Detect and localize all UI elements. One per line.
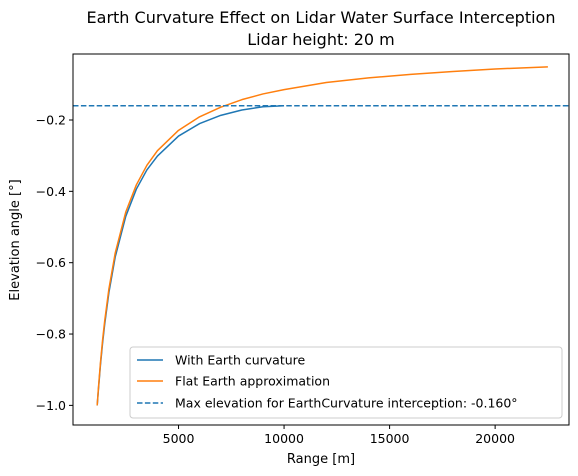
- chart-subtitle: Lidar height: 20 m: [247, 30, 395, 49]
- y-axis-label: Elevation angle [°]: [8, 179, 23, 300]
- y-tick-label: −0.2: [36, 112, 66, 127]
- x-tick-label: 20000: [475, 431, 515, 446]
- legend-box: [129, 346, 563, 419]
- y-tick-label: −0.4: [36, 184, 66, 199]
- x-tick-label: 10000: [264, 431, 304, 446]
- y-tick-label: −0.6: [36, 255, 66, 270]
- x-axis-label: Range [m]: [287, 452, 355, 467]
- legend: With Earth curvature Flat Earth approxim…: [129, 346, 563, 419]
- legend-label-curvature: With Earth curvature: [175, 353, 306, 368]
- chart-title: Earth Curvature Effect on Lidar Water Su…: [87, 8, 556, 27]
- legend-label-flat: Flat Earth approximation: [175, 374, 330, 389]
- y-tick-label: −1.0: [36, 398, 66, 413]
- legend-label-max-elevation: Max elevation for EarthCurvature interce…: [175, 396, 518, 411]
- x-tick-label: 15000: [370, 431, 410, 446]
- y-axis-ticks: −1.0 −0.8 −0.6 −0.4 −0.2: [36, 112, 73, 413]
- x-tick-label: 5000: [163, 431, 195, 446]
- y-tick-label: −0.8: [36, 327, 66, 342]
- x-axis-ticks: 5000 10000 15000 20000: [163, 425, 515, 446]
- plot-frame: [72, 53, 570, 426]
- series-line-flat: [96, 66, 548, 406]
- series-layer: [73, 66, 569, 406]
